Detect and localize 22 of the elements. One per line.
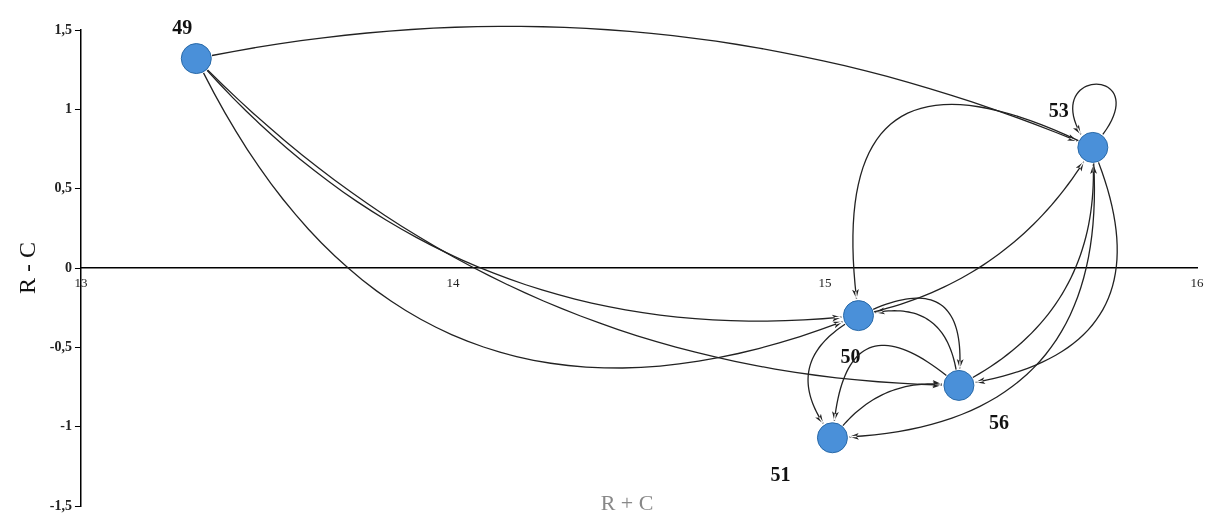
annotation: 49 [172,15,193,38]
x-tick-label: 15 [818,275,832,291]
point [816,422,848,454]
y-tick-label: 1 [64,100,72,116]
y-tick-label: 0,5 [54,180,72,196]
point [943,369,975,401]
point [180,43,212,75]
point [1077,131,1109,163]
y-tick-label: -1 [60,418,72,434]
y-tick-label: 1,5 [54,21,72,37]
annotation: 50 [840,344,861,367]
x-tick-label: 14 [446,275,460,291]
annotation: 56 [988,410,1009,433]
point [842,300,874,332]
x-tick-label: 16 [1190,275,1204,291]
y-tick-label: -0,5 [49,338,72,354]
y-tick-label: 0 [64,259,72,275]
annotation: 51 [770,462,791,485]
y-axis-title: R - C [13,241,40,295]
y-tick-label: -1,5 [49,497,72,513]
x-axis-title: R + C [600,489,654,515]
annotation: 53 [1048,98,1069,121]
